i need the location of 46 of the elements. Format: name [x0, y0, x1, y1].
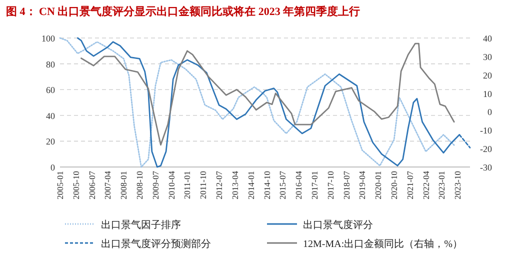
x-tick-label: 2010-04: [166, 170, 176, 200]
y2-tick-label: 40: [483, 34, 492, 44]
y2-tick-label: 30: [483, 52, 492, 62]
x-tick-label: 2008-10: [134, 171, 145, 200]
x-tick-label: 2011-01: [182, 171, 192, 200]
y-tick-label: 40: [46, 110, 56, 121]
x-tick-label: 2006-07: [86, 171, 97, 200]
x-tick-label: 2014-10: [262, 171, 272, 200]
y-tick-label: 0: [50, 162, 56, 172]
x-tick-label: 2007-04: [102, 170, 113, 200]
y2-tick-label: 20: [483, 70, 492, 80]
legend-label: 出口景气因子排序: [101, 219, 181, 231]
x-tick-label: 2017-01: [309, 171, 320, 200]
x-tick-label: 2019-04: [357, 170, 368, 200]
x-tick-label: 2018-07: [341, 171, 352, 200]
x-tick-label: 2017-10: [325, 171, 336, 200]
y2-tick-label: 0: [488, 107, 492, 118]
x-tick-label: 2023-10: [452, 171, 463, 200]
y2-tick-label: -20: [480, 144, 492, 154]
x-tick-label: 2022-04: [420, 170, 431, 200]
x-tick-label: 2005-10: [70, 171, 81, 200]
x-tick-label: 2011-10: [198, 171, 208, 200]
y-tick-label: 80: [46, 59, 56, 70]
line-series: [80, 42, 455, 146]
x-tick-label: 2014-01: [246, 171, 256, 200]
legend-label: 出口景气度评分: [303, 219, 373, 231]
y-tick-label: 60: [46, 85, 56, 96]
y2-tick-label: -30: [480, 162, 492, 172]
y2-tick-label: -10: [480, 126, 492, 136]
x-tick-label: 2020-01: [373, 171, 384, 200]
legend-label: 出口景气度评分预测部分: [101, 238, 211, 250]
y-tick-label: 20: [46, 136, 56, 147]
chart-title: 图 4： CN 出口景气度评分显示出口金额同比或将在 2023 年第四季度上行: [6, 5, 360, 18]
x-tick-label: 2009-07: [150, 171, 160, 200]
x-tick-label: 2023-01: [436, 171, 447, 200]
x-tick-label: 2012-07: [214, 171, 224, 200]
legend-label: 12M-MA:出口金额同比（右轴，%）: [303, 238, 462, 250]
y-tick-label: 100: [42, 34, 56, 44]
x-tick-label: 2008-01: [118, 171, 129, 200]
x-tick-label: 2015-07: [278, 171, 288, 200]
y2-tick-label: 10: [483, 88, 492, 99]
x-tick-label: 2021-07: [404, 171, 415, 200]
x-tick-label: 2005-01: [55, 171, 65, 200]
x-tick-label: 2020-10: [389, 171, 400, 200]
x-tick-label: 2013-04: [230, 170, 240, 200]
x-tick-label: 2016-04: [294, 170, 304, 200]
